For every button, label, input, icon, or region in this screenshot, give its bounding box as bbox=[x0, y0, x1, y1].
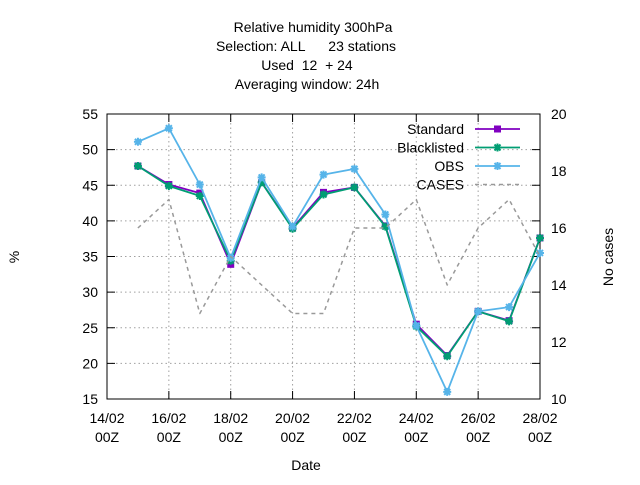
data-point-blacklisted-core bbox=[135, 163, 141, 169]
x-tick-label: 18/02 bbox=[213, 410, 248, 426]
data-point-obs-core bbox=[537, 250, 543, 256]
chart-title-line-4: Averaging window: 24h bbox=[235, 76, 380, 92]
series-line-blacklisted bbox=[137, 165, 541, 358]
y-tick-label: 20 bbox=[82, 355, 98, 371]
x-tick-label: 14/02 bbox=[89, 410, 124, 426]
y-tick-label: 45 bbox=[82, 177, 98, 193]
grid-lines bbox=[107, 114, 540, 399]
chart-title-line-2: Selection: ALL 23 stations bbox=[216, 38, 396, 54]
y-tick-label: 35 bbox=[82, 249, 98, 265]
legend-label-obs: OBS bbox=[434, 158, 464, 174]
y-tick-label: 55 bbox=[82, 106, 98, 122]
series-layer bbox=[133, 124, 544, 396]
y-tick-label: 25 bbox=[82, 320, 98, 336]
data-point-blacklisted-core bbox=[351, 184, 357, 190]
data-point-blacklisted-core bbox=[321, 192, 326, 198]
data-point-obs-core bbox=[351, 166, 357, 172]
series-line-obs bbox=[137, 127, 541, 393]
y2-axis-label: No cases bbox=[600, 228, 616, 286]
chart-title-line-1: Relative humidity 300hPa bbox=[234, 19, 393, 35]
x-tick-label-time: 00Z bbox=[219, 429, 244, 445]
legend-label-standard: Standard bbox=[407, 121, 464, 137]
data-point-obs-core bbox=[321, 172, 326, 178]
x-tick-label: 22/02 bbox=[337, 410, 372, 426]
y-tick-label: 40 bbox=[82, 213, 98, 229]
x-axis-label: Date bbox=[291, 457, 321, 473]
data-point-obs-core bbox=[197, 182, 203, 188]
data-point-blacklisted-core bbox=[197, 193, 203, 199]
x-tick-label: 16/02 bbox=[151, 410, 186, 426]
x-tick-label: 28/02 bbox=[522, 410, 557, 426]
data-point-obs-core bbox=[259, 174, 265, 180]
data-point-obs-core bbox=[135, 139, 141, 145]
y-tick-label: 50 bbox=[82, 142, 98, 158]
data-point-blacklisted-core bbox=[382, 224, 388, 230]
x-tick-label-time: 00Z bbox=[342, 429, 367, 445]
x-tick-label: 20/02 bbox=[275, 410, 310, 426]
x-tick-label: 26/02 bbox=[461, 410, 496, 426]
data-point-obs-core bbox=[413, 323, 419, 329]
legend: Standard Blacklisted OBS CASES bbox=[397, 121, 520, 193]
series-line-cases bbox=[137, 198, 541, 315]
data-point-obs-core bbox=[506, 304, 512, 310]
y-tick-label: 30 bbox=[82, 284, 98, 300]
x-tick-label-time: 00Z bbox=[466, 429, 491, 445]
x-tick-label-time: 00Z bbox=[528, 429, 553, 445]
data-point-blacklisted-core bbox=[444, 353, 450, 359]
x-tick-label-time: 00Z bbox=[157, 429, 182, 445]
y2-tick-label: 16 bbox=[551, 220, 567, 236]
chart-title-line-3: Used 12 + 24 bbox=[261, 57, 353, 73]
x-tick-label-time: 00Z bbox=[95, 429, 120, 445]
data-point-blacklisted-core bbox=[506, 318, 512, 324]
axes: 15 20 25 30 35 40 45 50 55 10 12 14 16 18 20 14/02 00Z 16… bbox=[82, 106, 566, 445]
y2-tick-label: 12 bbox=[551, 334, 567, 350]
data-point-blacklisted-core bbox=[166, 183, 172, 189]
legend-label-cases: CASES bbox=[417, 177, 464, 193]
chart-title-group: Relative humidity 300hPa Selection: ALL … bbox=[216, 19, 396, 92]
data-point-obs-core bbox=[166, 125, 172, 131]
legend-label-blacklisted: Blacklisted bbox=[397, 140, 464, 156]
legend-marker-blacklisted-core bbox=[495, 145, 500, 150]
x-tick-label-time: 00Z bbox=[281, 429, 306, 445]
y2-tick-label: 14 bbox=[551, 277, 567, 293]
data-point-obs-core bbox=[290, 224, 296, 230]
y2-tick-label: 20 bbox=[551, 106, 567, 122]
y-axis-label: % bbox=[6, 251, 22, 263]
legend-marker-obs-core bbox=[495, 163, 500, 169]
x-tick-label: 24/02 bbox=[399, 410, 434, 426]
y-tick-label: 15 bbox=[82, 391, 98, 407]
x-tick-label-time: 00Z bbox=[404, 429, 429, 445]
data-point-blacklisted-core bbox=[537, 235, 543, 241]
legend-marker-standard bbox=[494, 125, 501, 133]
data-point-obs-core bbox=[382, 211, 388, 217]
y2-tick-label: 10 bbox=[551, 391, 567, 407]
data-point-obs-core bbox=[444, 389, 450, 395]
y2-tick-label: 18 bbox=[551, 163, 567, 179]
data-point-obs-core bbox=[475, 308, 481, 314]
